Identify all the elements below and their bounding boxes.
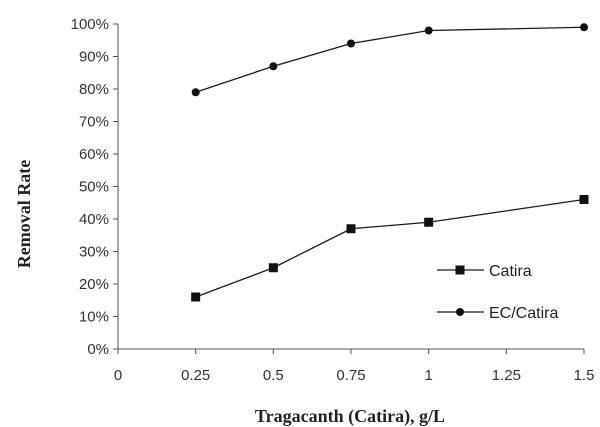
x-tick-label: 1 bbox=[424, 367, 432, 384]
series-line bbox=[195, 26, 585, 93]
legend-label: EC/Catira bbox=[489, 305, 558, 322]
legend-label: Catira bbox=[489, 263, 532, 280]
legend-marker bbox=[455, 265, 465, 275]
data-point bbox=[424, 26, 433, 35]
x-tick-label: 0.25 bbox=[181, 367, 210, 384]
legend: Catira EC/Catira bbox=[437, 263, 558, 322]
data-point bbox=[347, 39, 355, 48]
y-tick-label: 80% bbox=[79, 81, 109, 98]
tick-labels: 0% 10% 20% 30% 40% 50% 60% 70% 80% 90% 100% 0 0.25 0.… bbox=[71, 16, 595, 384]
series-line bbox=[195, 198, 585, 298]
series-group bbox=[191, 23, 589, 302]
data-point bbox=[268, 263, 278, 273]
series-catira bbox=[191, 195, 589, 302]
data-point bbox=[579, 195, 589, 204]
y-tick-label: 40% bbox=[79, 211, 109, 228]
y-tick-label: 10% bbox=[79, 309, 109, 326]
legend-item: Catira bbox=[437, 263, 532, 280]
x-tick-label: 0 bbox=[114, 367, 122, 384]
data-point bbox=[580, 23, 588, 32]
y-tick-label: 30% bbox=[79, 244, 109, 261]
y-tick-label: 70% bbox=[79, 114, 109, 131]
y-tick-label: 90% bbox=[79, 49, 109, 66]
y-axis-title: Removal Rate bbox=[14, 160, 34, 268]
y-tick-label: 60% bbox=[79, 146, 109, 163]
series-ec-catira bbox=[191, 23, 588, 97]
x-tick-label: 1.25 bbox=[492, 367, 521, 384]
y-tick-label: 50% bbox=[79, 179, 109, 196]
legend-item: EC/Catira bbox=[437, 305, 558, 322]
data-point bbox=[191, 292, 201, 302]
x-axis-title: Tragacanth (Catira), g/L bbox=[255, 406, 445, 427]
data-point bbox=[346, 224, 356, 234]
legend-marker bbox=[456, 308, 464, 316]
axes bbox=[113, 23, 585, 354]
data-point bbox=[424, 217, 434, 227]
data-point bbox=[191, 88, 200, 97]
x-tick-label: 0.75 bbox=[336, 367, 365, 384]
y-tick-label: 100% bbox=[71, 16, 109, 33]
y-tick-label: 0% bbox=[87, 341, 109, 358]
y-tick-label: 20% bbox=[79, 276, 109, 293]
x-tick-label: 1.5 bbox=[574, 367, 595, 384]
data-point bbox=[269, 62, 278, 71]
x-tick-label: 0.5 bbox=[263, 367, 284, 384]
